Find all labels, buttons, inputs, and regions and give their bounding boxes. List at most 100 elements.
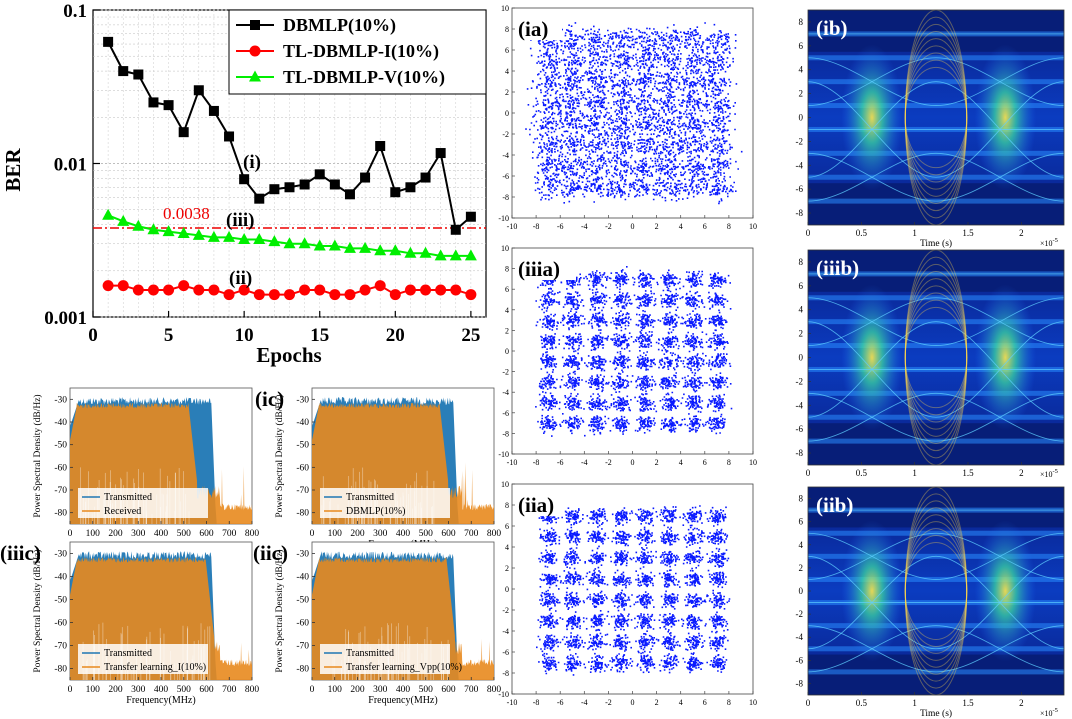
psd-xtick-label: 800 [245,529,260,539]
eye-crossing-hotspot [841,284,903,431]
ber-point [207,230,220,242]
ber-point [299,179,310,190]
constellation-xtick-label: -10 [507,458,518,467]
eye-x-exponent-power: -5 [1053,237,1058,244]
eye-arc [904,278,968,437]
psd-panels: 0 100 200 300 400 500 600 700 800 -30 -40 -50 -60 -70… [0,387,501,706]
psd-xtick-label: 200 [350,685,365,695]
constellation-xtick-label: 10 [749,458,757,467]
eye-xlabel: Time (s) [920,708,952,719]
psd-panel-label: (iic) [253,541,288,565]
ber-xtick-label: 5 [164,325,174,346]
constellation-xtick-label: 8 [727,458,731,467]
eye-ytick-label: 0 [799,586,804,596]
ber-point [147,223,160,235]
constellation-ytick-label: -6 [502,172,509,181]
psd-ytick-label: -70 [296,642,309,652]
ber-point [178,127,189,138]
constellation-xtick-label: -6 [557,222,564,231]
ber-ytick-label: 0.1 [63,1,87,22]
eye-arc [904,45,968,190]
ber-point [239,174,250,185]
psd-xtick-label: 600 [199,529,214,539]
eye-arc [904,16,968,219]
constellation-xtick-label: 4 [679,698,683,707]
eye-x-exponent-power: -5 [1053,707,1058,714]
eye-arc [904,52,968,183]
constellation-points [525,22,743,205]
eye-xtick-label: 1.5 [962,468,974,478]
ber-point [284,289,295,301]
ber-point [404,284,416,296]
constellation-ytick-label: -10 [498,450,509,459]
eye-xtick-label: 1 [912,468,917,478]
psd-panel-label: (ic) [255,387,284,411]
psd-xtick-label: 200 [108,685,123,695]
eye-x-exponent-base: ×10 [1040,709,1053,718]
eye-trace [807,321,937,418]
ber-point [435,148,446,159]
eye-ytick-label: 0 [799,353,804,363]
constellation-xtick-label: -2 [605,458,612,467]
constellation-xtick-label: 8 [727,698,731,707]
constellation-label-bg [516,254,576,280]
constellation-ytick-label: 2 [505,326,509,335]
psd-xtick-label: 400 [154,685,169,695]
constellation-ytick-label: 4 [505,543,509,552]
ber-point [390,187,401,198]
eye-panel-label: (iiib) [816,256,859,280]
ber-ylabel: BER [1,148,25,192]
ber-xtick-label: 10 [235,325,254,346]
psd-ytick-label: -30 [296,395,309,405]
eye-arc [904,263,968,452]
psd-ytick-label: -40 [54,418,67,428]
ber-point [193,85,204,96]
eye-ytick-label: -4 [796,160,804,170]
psd-xtick-label: 200 [350,529,365,539]
ber-point [283,237,296,249]
psd-legend-label-rx: Received [104,506,141,517]
constellation-ytick-label: -2 [502,368,509,377]
eye-crossing-hotspot [841,44,903,191]
psd-ytick-label: -70 [54,642,67,652]
psd-ytick-label: -80 [54,665,67,675]
ber-point [133,69,144,80]
ber-point [374,244,387,256]
eye-arc [904,31,968,204]
ber-point [314,284,326,296]
psd-ylabel: Power Spectral Density (dB/Hz) [32,549,43,672]
eye-trace [935,81,1065,178]
constellation-ytick-label: -2 [502,130,509,139]
ber-point [132,219,145,231]
ber-point [284,182,295,193]
psd-panel-1: 0 100 200 300 400 500 600 700 800 -30 -40 -50 -60 -70… [255,387,501,550]
psd-legend-label-rx: Transfer learning_I(10%) [104,662,206,673]
eye-ytick-label: -2 [796,376,804,386]
psd-xtick-label: 0 [310,685,315,695]
ber-ytick-label: 0.01 [54,155,87,176]
ber-point [420,284,432,296]
psd-xtick-label: 700 [464,529,479,539]
psd-ytick-label: -60 [54,619,67,629]
ber-point [268,289,280,301]
constellation-points [536,505,731,676]
ber-point [238,232,251,244]
ber-point [450,284,462,296]
psd-legend-box [320,488,450,518]
psd-ytick-label: -70 [54,486,67,496]
eye-xtick-label: 2 [1019,468,1024,478]
constellation-xtick-label: 0 [631,222,635,231]
psd-ytick-label: -70 [296,486,309,496]
eye-panel-label: (iib) [816,493,853,517]
ber-point [343,241,356,253]
ber-point [359,284,371,296]
eye-trace [935,392,1065,442]
psd-ytick-label: -30 [296,550,309,560]
psd-ylabel: Power Spectral Density (dB/Hz) [274,549,285,672]
ber-point [419,246,432,258]
ber-point [163,100,174,111]
eye-ytick-label: -2 [796,136,804,146]
legend-marker [249,45,261,57]
